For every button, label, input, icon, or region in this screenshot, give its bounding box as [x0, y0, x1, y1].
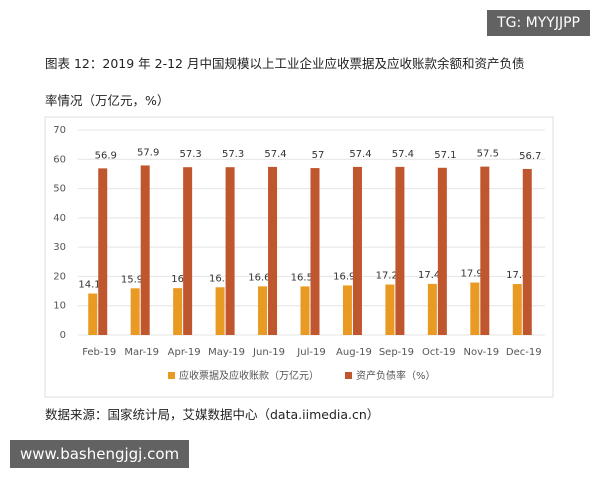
bar [385, 284, 395, 335]
value-label: 57.5 [477, 149, 499, 160]
legend-swatch [168, 372, 175, 379]
value-label: 17.46 [418, 270, 447, 281]
x-tick-label: Jul-19 [296, 347, 325, 358]
value-label: 57.4 [349, 149, 371, 160]
bar [512, 284, 522, 335]
bar [258, 286, 268, 335]
y-tick-label: 40 [53, 213, 66, 224]
value-label: 16.59 [291, 272, 320, 283]
value-label: 57.3 [180, 149, 202, 160]
y-tick-label: 60 [53, 154, 66, 165]
y-tick-label: 10 [53, 301, 66, 312]
bar [470, 282, 480, 335]
bar [427, 283, 437, 335]
value-label: 56.7 [519, 151, 541, 162]
watermark: TG: MYYJJPP [487, 10, 590, 36]
value-label: 57 [312, 150, 325, 161]
source: 数据来源：国家统计局，艾媒数据中心（data.iimedia.cn） [45, 407, 380, 422]
value-label: 57.4 [264, 149, 286, 160]
chart-frame [44, 116, 554, 398]
x-tick-label: May-19 [208, 347, 245, 358]
x-tick-label: Mar-19 [124, 347, 159, 358]
value-label: 16 [171, 274, 184, 285]
bar [480, 166, 490, 335]
x-tick-label: Aug-19 [336, 347, 372, 358]
x-tick-label: Feb-19 [82, 347, 116, 358]
y-tick-label: 50 [53, 184, 66, 195]
legend-label: 资产负债率（%） [356, 369, 436, 382]
bar [215, 287, 225, 335]
value-label: 17.92 [460, 269, 489, 280]
value-label: 56.9 [95, 150, 117, 161]
x-tick-label: Oct-19 [422, 347, 456, 358]
x-tick-label: Nov-19 [464, 347, 500, 358]
x-tick-label: Jun-19 [252, 347, 285, 358]
value-label: 57.9 [137, 147, 159, 158]
value-label: 16.92 [333, 271, 362, 282]
y-tick-label: 70 [53, 125, 66, 136]
bar [342, 285, 352, 335]
value-label: 16.61 [248, 272, 277, 283]
bar [130, 288, 140, 335]
legend-label: 应收票据及应收账款（万亿元） [179, 369, 319, 382]
bar [522, 168, 532, 335]
value-label: 57.3 [222, 149, 244, 160]
legend-swatch [345, 372, 352, 379]
value-label: 17.23 [376, 271, 405, 282]
bar [310, 168, 320, 335]
value-label: 57.1 [434, 150, 456, 161]
bar [395, 166, 405, 335]
bar [98, 168, 108, 335]
bar [183, 167, 193, 335]
value-label: 16.3 [209, 273, 231, 284]
bar [352, 166, 362, 335]
bar [173, 288, 183, 335]
value-label: 14.16 [78, 280, 107, 291]
bar [140, 165, 150, 335]
value-label: 15.94 [121, 274, 150, 285]
bar [300, 286, 310, 335]
x-tick-label: Apr-19 [168, 347, 201, 358]
bar [88, 293, 98, 335]
value-label: 57.4 [392, 149, 414, 160]
bar [268, 166, 278, 335]
y-tick-label: 20 [53, 271, 66, 282]
y-tick-label: 30 [53, 242, 66, 253]
x-tick-label: Sep-19 [379, 347, 414, 358]
bar [437, 167, 447, 335]
x-tick-label: Dec-19 [506, 347, 542, 358]
chart-title: 图表 12：2019 年 2-12 月中国规模以上工业企业应收票据及应收账款余额… [45, 56, 525, 108]
watermark: www.bashengjgj.com [10, 440, 190, 468]
bar [225, 167, 235, 335]
y-tick-label: 0 [60, 330, 66, 341]
value-label: 17.4 [506, 270, 528, 281]
